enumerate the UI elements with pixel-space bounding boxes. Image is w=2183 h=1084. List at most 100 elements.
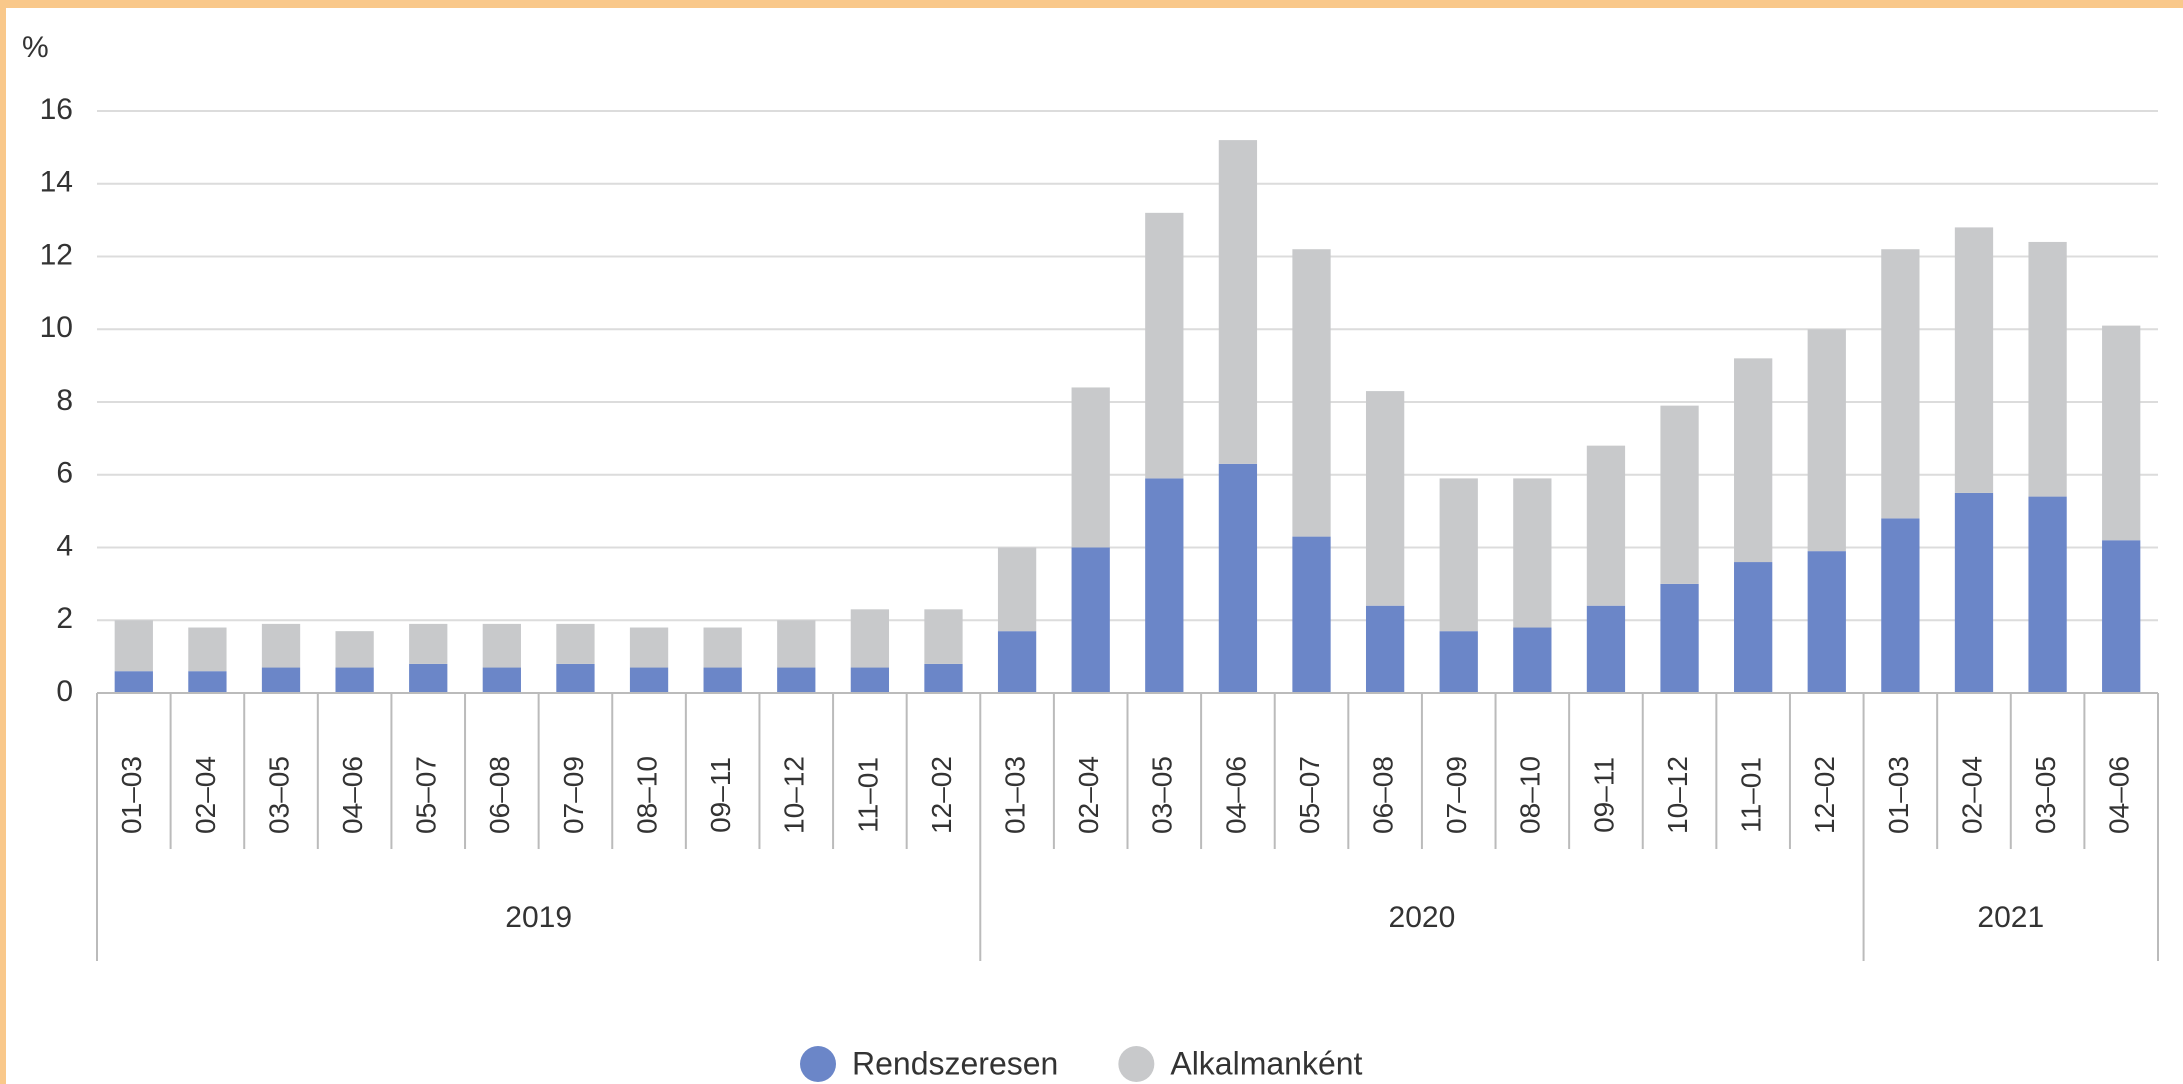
bar-segment [1365, 391, 1405, 606]
bar-segment [1513, 478, 1552, 628]
x-tick-label: 11–01 [1736, 757, 1767, 833]
y-tick-label: 8 [56, 384, 73, 417]
bar-segment [1439, 631, 1478, 693]
x-tick-label: 03–05 [2030, 756, 2061, 834]
bar-segment [261, 667, 301, 693]
x-tick-label: 04–06 [337, 756, 368, 834]
legend-swatch [1118, 1046, 1155, 1082]
x-tick-label: 02–04 [190, 756, 221, 834]
bar-segment [777, 620, 816, 668]
bar-segment [703, 627, 742, 668]
bar-segment [482, 667, 521, 693]
bar-segment [1071, 547, 1110, 693]
x-tick-label: 10–12 [779, 756, 810, 834]
x-tick-label: 10–12 [1662, 756, 1693, 834]
bar-segment [409, 623, 448, 664]
group-label: 2020 [1389, 901, 1456, 934]
bar-segment [629, 627, 669, 668]
bar-segment [850, 667, 890, 693]
bar-segment [2028, 496, 2067, 693]
y-tick-label: 12 [40, 238, 73, 271]
bar-segment [1292, 536, 1331, 693]
bar-segment [777, 667, 816, 693]
bar-segment [556, 663, 595, 693]
bar-segment [850, 609, 890, 668]
legend-swatch [800, 1046, 836, 1082]
x-tick-label: 02–04 [1956, 756, 1987, 834]
x-tick-label: 06–08 [484, 756, 515, 834]
x-tick-label: 06–08 [1368, 756, 1399, 834]
bar-segment [924, 663, 963, 693]
y-tick-label: 4 [56, 529, 73, 562]
y-tick-label: 14 [40, 166, 73, 199]
group-label: 2021 [1977, 901, 2044, 934]
bar-segment [629, 667, 669, 693]
bar-segment [1881, 518, 1920, 693]
bar-segment [114, 671, 153, 693]
x-tick-label: 01–03 [999, 756, 1030, 834]
bar-segment [1145, 478, 1184, 693]
bar-segment [1660, 583, 1699, 693]
bar-segment [1586, 445, 1626, 606]
legend-label: Rendszeresen [852, 1045, 1058, 1081]
x-tick-label: 02–04 [1073, 756, 1104, 834]
x-tick-label: 03–05 [1147, 756, 1178, 834]
bar-segment [1071, 387, 1110, 548]
bar-segment [2102, 540, 2141, 693]
bar-segment [703, 667, 742, 693]
bar-segment [1954, 227, 1994, 493]
bar-segment [482, 623, 521, 668]
y-tick-label: 2 [56, 602, 73, 635]
x-tick-label: 07–09 [1441, 756, 1472, 834]
bar-segment [335, 631, 374, 668]
y-tick-label: 10 [40, 311, 73, 344]
x-tick-label: 09–11 [1588, 757, 1619, 833]
bar-segment [1807, 551, 1846, 693]
bar-segment [261, 623, 301, 668]
x-tick-label: 01–03 [116, 756, 147, 834]
bar-segment [409, 663, 448, 693]
y-tick-label: 16 [40, 93, 73, 126]
x-tick-label: 04–06 [1220, 756, 1251, 834]
y-axis-label: % [22, 31, 49, 64]
bar-segment [2028, 241, 2067, 497]
legend-label: Alkalmanként [1170, 1045, 1362, 1081]
left-border [0, 0, 6, 1084]
bar-segment [114, 620, 153, 672]
bar-segment [924, 609, 963, 664]
bar-segment [1365, 605, 1405, 693]
bar-segment [1734, 358, 1773, 563]
y-tick-label: 6 [56, 457, 73, 490]
x-tick-label: 11–01 [852, 757, 883, 833]
bar-segment [1218, 463, 1258, 693]
bar-segment [556, 623, 595, 664]
top-border [0, 0, 2183, 8]
bar-segment [1807, 329, 1846, 552]
y-tick-label: 0 [56, 675, 73, 708]
bar-segment [1734, 562, 1773, 693]
x-tick-label: 08–10 [1515, 756, 1546, 834]
bar-segment [1292, 249, 1331, 537]
bar-segment [1439, 478, 1478, 632]
bar-segment [188, 671, 227, 693]
group-label: 2019 [505, 901, 572, 934]
x-tick-label: 08–10 [631, 756, 662, 834]
bar-segment [997, 547, 1037, 632]
bar-segment [335, 667, 374, 693]
x-tick-label: 07–09 [558, 756, 589, 834]
x-tick-label: 04–06 [2104, 756, 2135, 834]
bar-segment [997, 631, 1037, 693]
bar-segment [188, 627, 227, 672]
x-tick-label: 12–02 [1809, 756, 1840, 834]
x-tick-label: 05–07 [1294, 756, 1325, 834]
bar-segment [1954, 492, 1994, 693]
bar-segment [1218, 140, 1258, 464]
bar-segment [1145, 212, 1184, 479]
bar-segment [1513, 627, 1552, 693]
x-tick-label: 05–07 [411, 756, 442, 834]
x-tick-label: 09–11 [705, 757, 736, 833]
bar-segment [1881, 249, 1920, 519]
x-tick-label: 12–02 [926, 756, 957, 834]
